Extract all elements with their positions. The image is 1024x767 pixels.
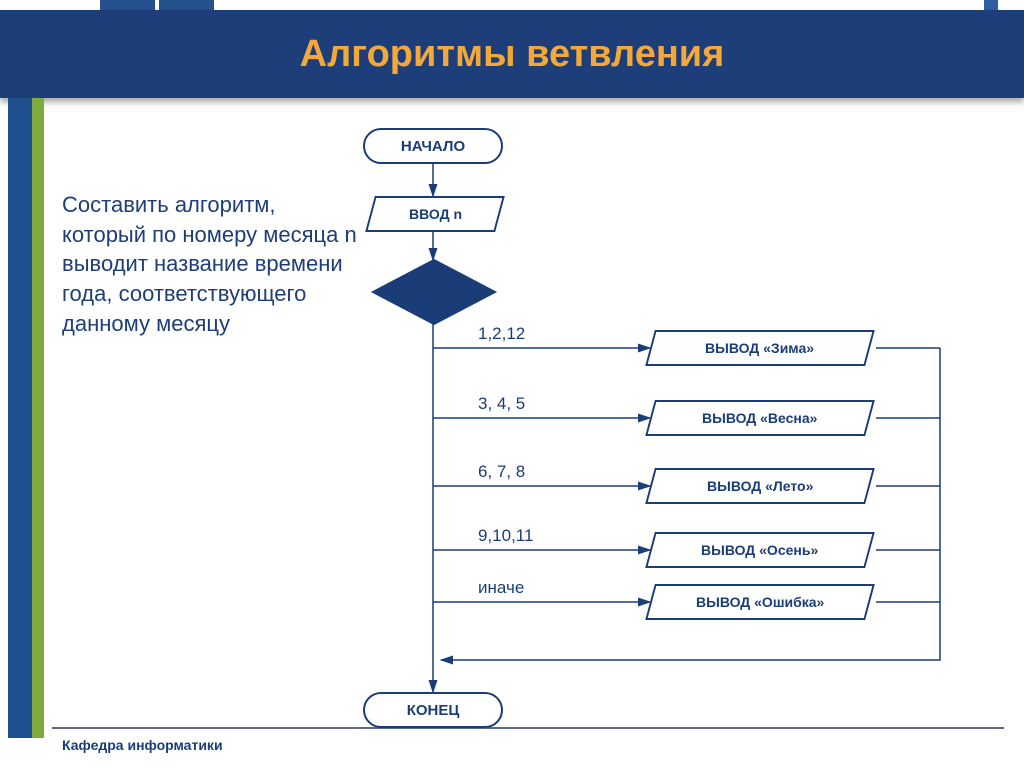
flow-end: КОНЕЦ (363, 692, 503, 728)
footer-rule (52, 727, 1004, 729)
header: Алгоритмы ветвления (0, 10, 1024, 98)
branch-label-4: иначе (478, 578, 524, 598)
top-tabs (100, 0, 214, 10)
left-accent-blue (8, 98, 32, 738)
branch-label-1: 3, 4, 5 (478, 394, 525, 414)
branch-label-0: 1,2,12 (478, 324, 525, 344)
flowchart-connectors (0, 0, 1024, 767)
flowchart: НАЧАЛО ВВОД n n ВЫВОД «Зима» ВЫВОД «Весна» ВЫ… (0, 0, 1024, 767)
flow-input: ВВОД n (365, 196, 505, 232)
flow-out2: ВЫВОД «Весна» (645, 400, 875, 436)
flow-out3: ВЫВОД «Лето» (645, 468, 875, 504)
left-accent-green (32, 98, 44, 738)
page-title: Алгоритмы ветвления (300, 33, 725, 76)
branch-label-3: 9,10,11 (478, 526, 533, 546)
branch-label-2: 6, 7, 8 (478, 462, 525, 482)
task-description: Составить алгоритм, который по номеру ме… (62, 190, 362, 338)
footer-text: Кафедра информатики (62, 737, 223, 753)
flow-out4: ВЫВОД «Осень» (645, 532, 875, 568)
flow-out5: ВЫВОД «Ошибка» (645, 584, 875, 620)
flow-start: НАЧАЛО (363, 128, 503, 164)
flow-switch-label: n (424, 282, 433, 298)
flow-out1: ВЫВОД «Зима» (645, 330, 875, 366)
